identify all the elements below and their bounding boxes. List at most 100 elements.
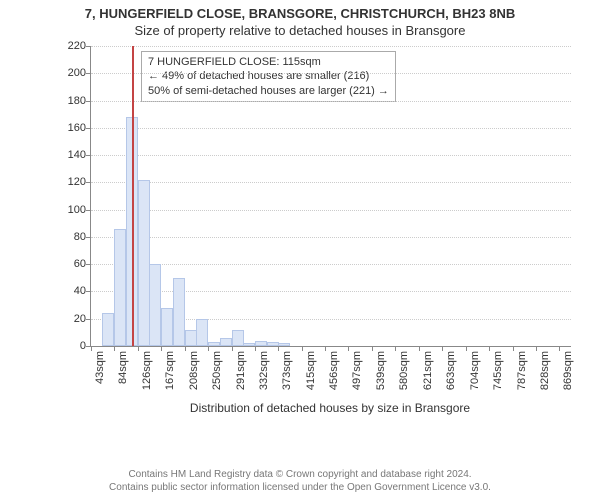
ytick-label: 220 xyxy=(60,40,86,52)
xtick-label: 332sqm xyxy=(258,351,270,390)
histogram-bar xyxy=(232,330,244,346)
xtick-mark xyxy=(302,346,303,351)
gridline-h xyxy=(91,46,571,47)
annotation-line3: 50% of semi-detached houses are larger (… xyxy=(148,84,389,98)
ytick-label: 60 xyxy=(60,258,86,270)
xtick-label: 580sqm xyxy=(398,351,410,390)
gridline-h xyxy=(91,264,571,265)
ytick-mark xyxy=(86,182,91,183)
xtick-mark xyxy=(138,346,139,351)
xtick-label: 745sqm xyxy=(492,351,504,390)
xtick-label: 704sqm xyxy=(469,351,481,390)
xtick-label: 497sqm xyxy=(351,351,363,390)
xtick-label: 621sqm xyxy=(422,351,434,390)
xtick-label: 208sqm xyxy=(188,351,200,390)
ytick-label: 20 xyxy=(60,313,86,325)
ytick-label: 0 xyxy=(60,340,86,352)
ytick-mark xyxy=(86,155,91,156)
xtick-mark xyxy=(91,346,92,351)
histogram-bar xyxy=(138,180,150,346)
histogram-bar xyxy=(243,343,255,346)
xtick-label: 415sqm xyxy=(305,351,317,390)
xtick-mark xyxy=(395,346,396,351)
xtick-label: 43sqm xyxy=(94,351,106,384)
xtick-label: 126sqm xyxy=(141,351,153,390)
histogram-bar xyxy=(185,330,197,346)
xtick-mark xyxy=(559,346,560,351)
histogram-bar xyxy=(267,342,279,346)
histogram-bar xyxy=(161,308,173,346)
gridline-h xyxy=(91,101,571,102)
gridline-h xyxy=(91,182,571,183)
annotation-box: 7 HUNGERFIELD CLOSE: 115sqm ← 49% of det… xyxy=(141,51,396,102)
gridline-h xyxy=(91,73,571,74)
xtick-mark xyxy=(278,346,279,351)
footer: Contains HM Land Registry data © Crown c… xyxy=(0,468,600,494)
ytick-mark xyxy=(86,210,91,211)
xtick-mark xyxy=(232,346,233,351)
histogram-bar xyxy=(220,338,232,346)
gridline-h xyxy=(91,155,571,156)
xtick-mark xyxy=(114,346,115,351)
xtick-label: 828sqm xyxy=(539,351,551,390)
ytick-label: 40 xyxy=(60,285,86,297)
xtick-mark xyxy=(255,346,256,351)
xtick-mark xyxy=(489,346,490,351)
ytick-mark xyxy=(86,73,91,74)
xtick-label: 373sqm xyxy=(281,351,293,390)
xtick-mark xyxy=(513,346,514,351)
ytick-mark xyxy=(86,128,91,129)
histogram-bar xyxy=(255,341,267,346)
xtick-label: 787sqm xyxy=(516,351,528,390)
annotation-line2: ← 49% of detached houses are smaller (21… xyxy=(148,69,389,83)
ytick-label: 120 xyxy=(60,176,86,188)
xtick-label: 250sqm xyxy=(211,351,223,390)
footer-line1: Contains HM Land Registry data © Crown c… xyxy=(0,468,600,481)
xtick-mark xyxy=(466,346,467,351)
gridline-h xyxy=(91,128,571,129)
xtick-label: 869sqm xyxy=(562,351,574,390)
ytick-mark xyxy=(86,46,91,47)
ytick-label: 140 xyxy=(60,149,86,161)
ytick-mark xyxy=(86,237,91,238)
xtick-mark xyxy=(325,346,326,351)
gridline-h xyxy=(91,237,571,238)
ytick-mark xyxy=(86,319,91,320)
x-axis-label: Distribution of detached houses by size … xyxy=(90,401,570,415)
histogram-bar xyxy=(278,343,290,346)
footer-line2: Contains public sector information licen… xyxy=(0,481,600,494)
ytick-mark xyxy=(86,264,91,265)
xtick-mark xyxy=(348,346,349,351)
xtick-label: 539sqm xyxy=(375,351,387,390)
xtick-label: 167sqm xyxy=(164,351,176,390)
chart-container: Number of detached properties 7 HUNGERFI… xyxy=(60,46,570,416)
xtick-mark xyxy=(419,346,420,351)
ytick-label: 180 xyxy=(60,95,86,107)
gridline-h xyxy=(91,210,571,211)
marker-line xyxy=(132,46,134,346)
histogram-bar xyxy=(102,313,114,346)
annotation-line1: 7 HUNGERFIELD CLOSE: 115sqm xyxy=(148,55,389,69)
xtick-label: 663sqm xyxy=(445,351,457,390)
xtick-label: 291sqm xyxy=(235,351,247,390)
histogram-bar xyxy=(149,264,161,346)
xtick-label: 456sqm xyxy=(328,351,340,390)
xtick-mark xyxy=(185,346,186,351)
ytick-mark xyxy=(86,101,91,102)
histogram-bar xyxy=(196,319,208,346)
page-title: 7, HUNGERFIELD CLOSE, BRANSGORE, CHRISTC… xyxy=(0,0,600,21)
xtick-label: 84sqm xyxy=(117,351,129,384)
page-subtitle: Size of property relative to detached ho… xyxy=(0,21,600,38)
ytick-mark xyxy=(86,291,91,292)
xtick-mark xyxy=(536,346,537,351)
ytick-label: 160 xyxy=(60,122,86,134)
ytick-label: 80 xyxy=(60,231,86,243)
histogram-bar xyxy=(173,278,185,346)
ytick-label: 200 xyxy=(60,67,86,79)
histogram-bar xyxy=(114,229,126,346)
xtick-mark xyxy=(208,346,209,351)
xtick-mark xyxy=(161,346,162,351)
histogram-bar xyxy=(208,342,220,346)
xtick-mark xyxy=(442,346,443,351)
ytick-label: 100 xyxy=(60,204,86,216)
